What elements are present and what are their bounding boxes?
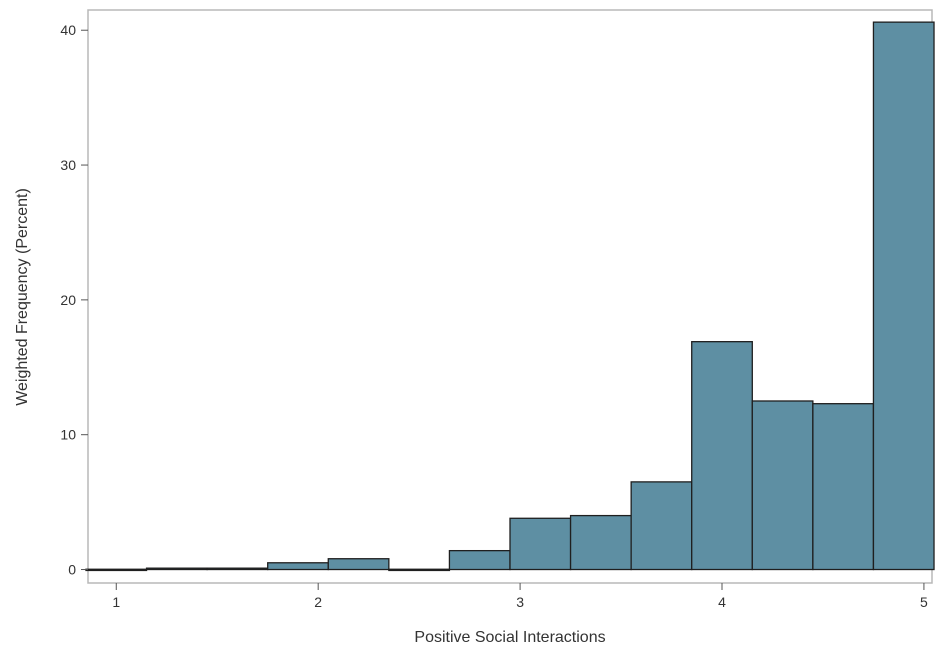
histogram-bar-13 [872,21,935,571]
histogram-bar-5 [388,568,451,572]
y-axis: 0 10 20 30 40 [60,22,88,578]
y-tick-label: 20 [60,292,76,308]
bars-group [85,21,935,572]
x-tick-label: 4 [718,594,726,610]
y-tick-label: 40 [60,22,76,38]
x-axis-label: Positive Social Interactions [414,629,605,646]
histogram-bar-4 [327,558,390,571]
histogram-bar-9 [630,481,693,571]
x-axis: 1 2 3 4 5 [112,583,928,610]
histogram-bar-12 [812,403,875,571]
y-tick-label: 0 [68,562,76,578]
histogram-bar-2 [206,567,269,571]
histogram-bar-1 [145,567,208,571]
y-tick-label: 30 [60,157,76,173]
x-tick-label: 2 [314,594,322,610]
x-tick-label: 5 [920,594,928,610]
y-axis-label: Weighted Frequency (Percent) [14,188,31,406]
histogram-bar-3 [267,562,329,571]
histogram-bar-6 [448,549,511,571]
histogram-bar-7 [509,517,572,571]
histogram-bar-10 [691,341,753,571]
histogram-bar-11 [751,400,814,571]
histogram-bar-0 [85,568,148,572]
x-tick-label: 1 [112,594,120,610]
y-tick-label: 10 [60,427,76,443]
histogram-bar-8 [569,514,632,571]
x-tick-label: 3 [516,594,524,610]
